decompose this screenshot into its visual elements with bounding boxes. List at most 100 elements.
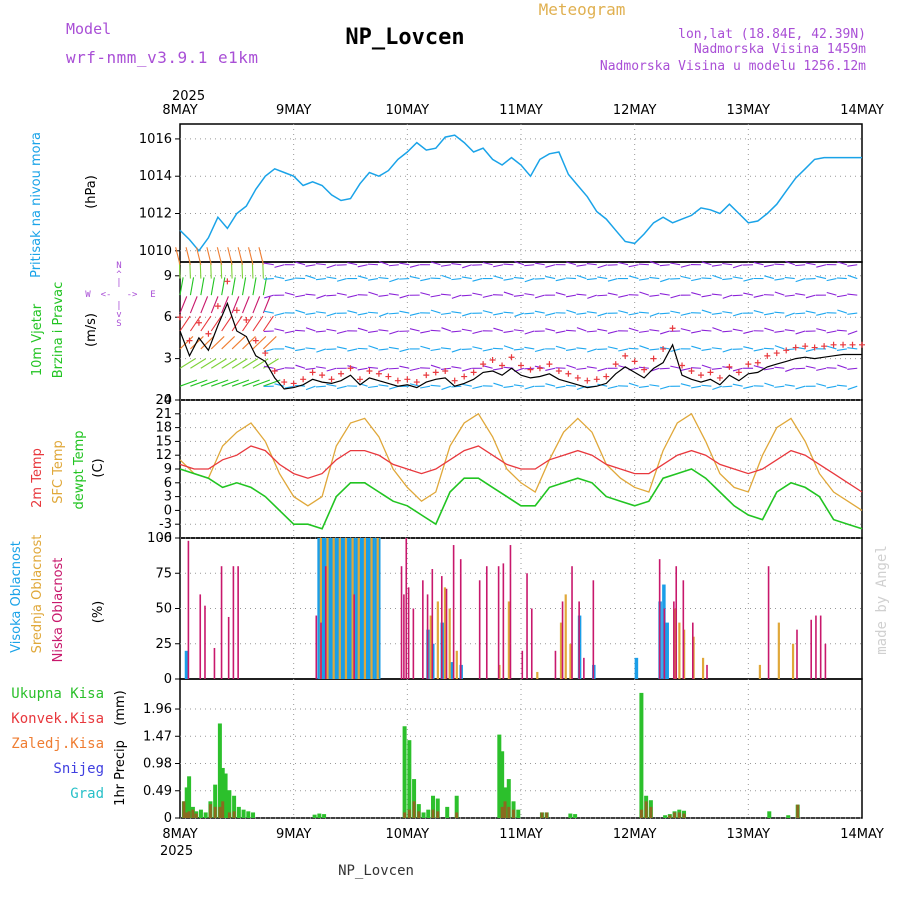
precip-total-bar: [402, 726, 407, 818]
low-cloud-bar: [583, 657, 585, 679]
wind-gust-point: [536, 365, 543, 372]
low-cloud-bar: [227, 616, 230, 679]
precip-conv-bar: [191, 809, 195, 818]
model-label: Model: [66, 20, 111, 38]
wind-arrow: [816, 328, 827, 332]
wind-arrow: [305, 274, 316, 280]
wind-arrow: [430, 384, 441, 387]
precip-conv-bar: [194, 813, 198, 818]
wind-arrow: [587, 348, 597, 353]
precip-total-bar: [184, 787, 189, 818]
wind-arrow: [795, 385, 806, 390]
wind-gust-point: [783, 347, 790, 354]
low-cloud-bar: [422, 580, 424, 679]
wind-arrow: [263, 310, 274, 314]
wind-arrow: [503, 311, 514, 314]
wind-arrow: [493, 264, 504, 268]
wind-arrow: [649, 276, 660, 280]
wind-arrow: [430, 329, 441, 332]
wind-arrow: [805, 310, 816, 314]
precip-conv-bar: [682, 813, 686, 818]
compass-up: ^: [116, 270, 122, 280]
wind-arrow: [347, 365, 358, 369]
temperature-ytick-label: 24: [155, 393, 172, 408]
wind-arrow: [732, 367, 743, 372]
wind-arrow: [743, 346, 754, 350]
cloud-ytick-label: 100: [147, 531, 172, 546]
wind-arrow: [847, 367, 858, 370]
wind-arrow: [305, 312, 316, 315]
wind-arrow: [649, 384, 660, 387]
precip-total-bar: [232, 795, 237, 818]
wind-arrow: [409, 383, 420, 387]
wind-arrow: [221, 296, 229, 314]
wind-arrow: [263, 278, 274, 280]
wind-arrow: [607, 278, 618, 282]
high-cloud-bar: [348, 538, 353, 679]
wind-gust-point: [347, 365, 354, 372]
wind-arrow: [566, 261, 577, 266]
low-cloud-bar: [237, 566, 239, 679]
wind-gust-point: [281, 379, 288, 386]
pressure-ytick-label: 1014: [139, 169, 172, 184]
wind-arrow: [722, 348, 733, 353]
cloud-panel: 0 25 50 75 100: [147, 531, 863, 687]
wind-gust-point: [328, 376, 335, 383]
wind-arrow: [378, 294, 389, 297]
wind-arrow: [565, 277, 576, 280]
precip-total-bar: [568, 813, 573, 818]
wind-arrow: [524, 264, 535, 267]
compass-down: v: [116, 310, 121, 320]
precip-total-bar: [407, 740, 412, 818]
pressure-ylabel-main: Pritisak na nivou mora: [29, 132, 44, 278]
wind-arrow: [826, 367, 837, 369]
wind-arrow: [576, 312, 587, 315]
precip-total-bar: [421, 812, 426, 818]
wind-gust-point: [546, 361, 553, 368]
wind-arrow: [701, 329, 712, 332]
wind-arrow: [388, 346, 399, 350]
wind-arrow: [399, 348, 410, 353]
low-cloud-bar: [692, 622, 694, 679]
low-cloud-bar: [502, 563, 505, 679]
wind-arrow: [503, 385, 514, 388]
low-cloud-bar: [554, 650, 557, 679]
wind-arrow: [503, 330, 514, 333]
wind-arrow: [732, 276, 743, 280]
wind-arrow: [440, 293, 451, 296]
wind-gust-point: [366, 368, 373, 375]
low-cloud-bar: [324, 566, 327, 679]
wind-arrow: [618, 348, 629, 352]
wind-arrow: [513, 276, 524, 280]
wind-arrow: [722, 262, 733, 266]
wind-arrow: [753, 348, 764, 352]
wind-arrow: [284, 345, 295, 350]
wind-arrow: [795, 264, 806, 267]
wind-arrow: [628, 327, 639, 332]
wind-arrow: [576, 367, 587, 370]
mid-cloud-bar: [319, 538, 322, 679]
wind-ytick-label: 9: [164, 269, 172, 284]
wind-ytick-label: 6: [164, 310, 172, 325]
wind-arrow: [367, 330, 379, 334]
wind-arrow: [326, 348, 337, 351]
wind-arrow: [357, 367, 368, 371]
wind-gust-point: [764, 352, 771, 359]
wind-gust-point: [470, 369, 477, 376]
wind-arrow: [441, 274, 452, 280]
mid-cloud-bar: [363, 538, 367, 679]
wind-arrow: [185, 247, 191, 265]
low-cloud-bar: [459, 559, 462, 679]
wind-arrow: [774, 291, 785, 296]
wind-arrow: [461, 383, 472, 387]
wind-arrow: [503, 345, 514, 350]
low-cloud-bar: [315, 615, 318, 679]
low-cloud-bar: [232, 566, 235, 679]
wind-arrow: [795, 293, 806, 296]
wind-arrow: [295, 261, 306, 266]
wind-arrow: [242, 379, 260, 387]
mid-cloud-bar: [443, 587, 447, 679]
cloud-ytick-label: 25: [155, 637, 172, 652]
pressure-ytick-label: 1010: [139, 244, 172, 259]
precip-total-bar: [445, 806, 450, 818]
